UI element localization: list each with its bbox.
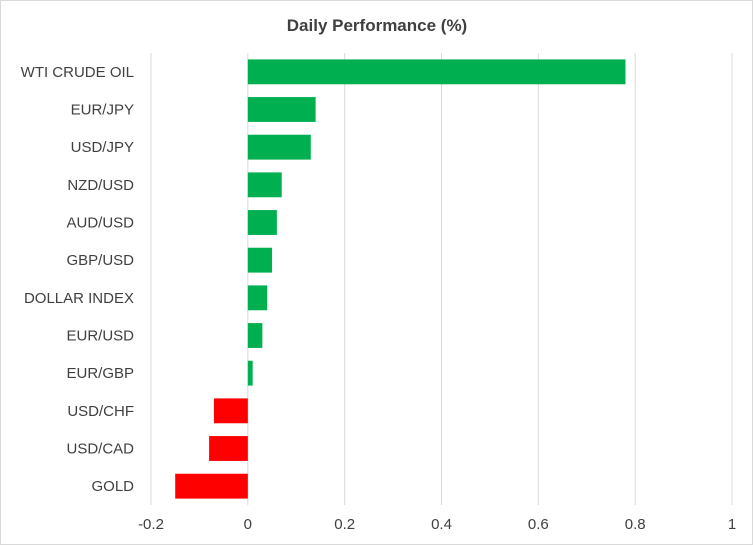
- category-label: WTI CRUDE OIL: [21, 64, 134, 81]
- category-label: EUR/USD: [66, 328, 134, 345]
- gridlines: [150, 53, 733, 505]
- x-axis-tick-labels: -0.2 0 0.2 0.4 0.6 0.8 1: [138, 516, 736, 533]
- x-tick-label: 0.2: [334, 516, 355, 533]
- category-label: DOLLAR INDEX: [24, 290, 134, 307]
- bars: [175, 59, 626, 499]
- x-tick-label: 0.4: [431, 516, 452, 533]
- bar: [247, 134, 311, 160]
- bar: [247, 247, 273, 273]
- category-label: GBP/USD: [66, 252, 134, 269]
- bar: [247, 360, 253, 386]
- bar: [247, 97, 316, 122]
- x-tick-label: -0.2: [138, 516, 164, 533]
- category-label: AUD/USD: [66, 215, 134, 232]
- category-labels: WTI CRUDE OIL EUR/JPY USD/JPY NZD/USD AUD/US…: [21, 64, 135, 495]
- category-label: GOLD: [91, 478, 134, 495]
- bar: [247, 323, 263, 348]
- bar: [209, 436, 248, 461]
- x-tick-label: 0.8: [625, 516, 646, 533]
- bar: [175, 473, 248, 499]
- category-label: EUR/GBP: [66, 365, 134, 382]
- bar: [247, 172, 282, 198]
- x-tick-label: 0.6: [528, 516, 549, 533]
- category-label: EUR/JPY: [71, 102, 134, 119]
- bar: [247, 285, 268, 311]
- bar: [213, 398, 248, 424]
- category-label: USD/CHF: [67, 403, 134, 420]
- x-tick-label: 0: [244, 516, 252, 533]
- category-label: NZD/USD: [67, 177, 134, 194]
- chart-title: Daily Performance (%): [287, 16, 467, 35]
- x-tick-label: 1: [728, 516, 736, 533]
- bar: [247, 59, 626, 85]
- category-label: USD/JPY: [71, 139, 134, 156]
- bar: [247, 210, 277, 235]
- category-label: USD/CAD: [66, 441, 134, 458]
